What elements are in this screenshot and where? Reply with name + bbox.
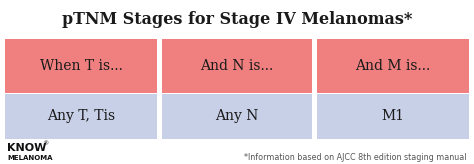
Text: When T is...: When T is... [39,59,122,73]
Text: *Information based on AJCC 8th edition staging manual: *Information based on AJCC 8th edition s… [245,153,467,162]
Bar [162,39,312,93]
Text: pTNM Stages for Stage IV Melanomas*: pTNM Stages for Stage IV Melanomas* [62,11,412,29]
Text: ®: ® [42,142,48,147]
Text: And N is...: And N is... [201,59,273,73]
Bar [317,39,469,93]
Text: KNOW: KNOW [7,143,46,153]
Bar [5,94,157,139]
Text: Any N: Any N [215,109,259,123]
Bar [317,94,469,139]
Text: Any T, Tis: Any T, Tis [47,109,115,123]
Text: M1: M1 [382,109,404,123]
Bar [5,39,157,93]
Text: MELANOMA: MELANOMA [7,155,53,161]
Text: And M is...: And M is... [356,59,431,73]
Bar [162,94,312,139]
